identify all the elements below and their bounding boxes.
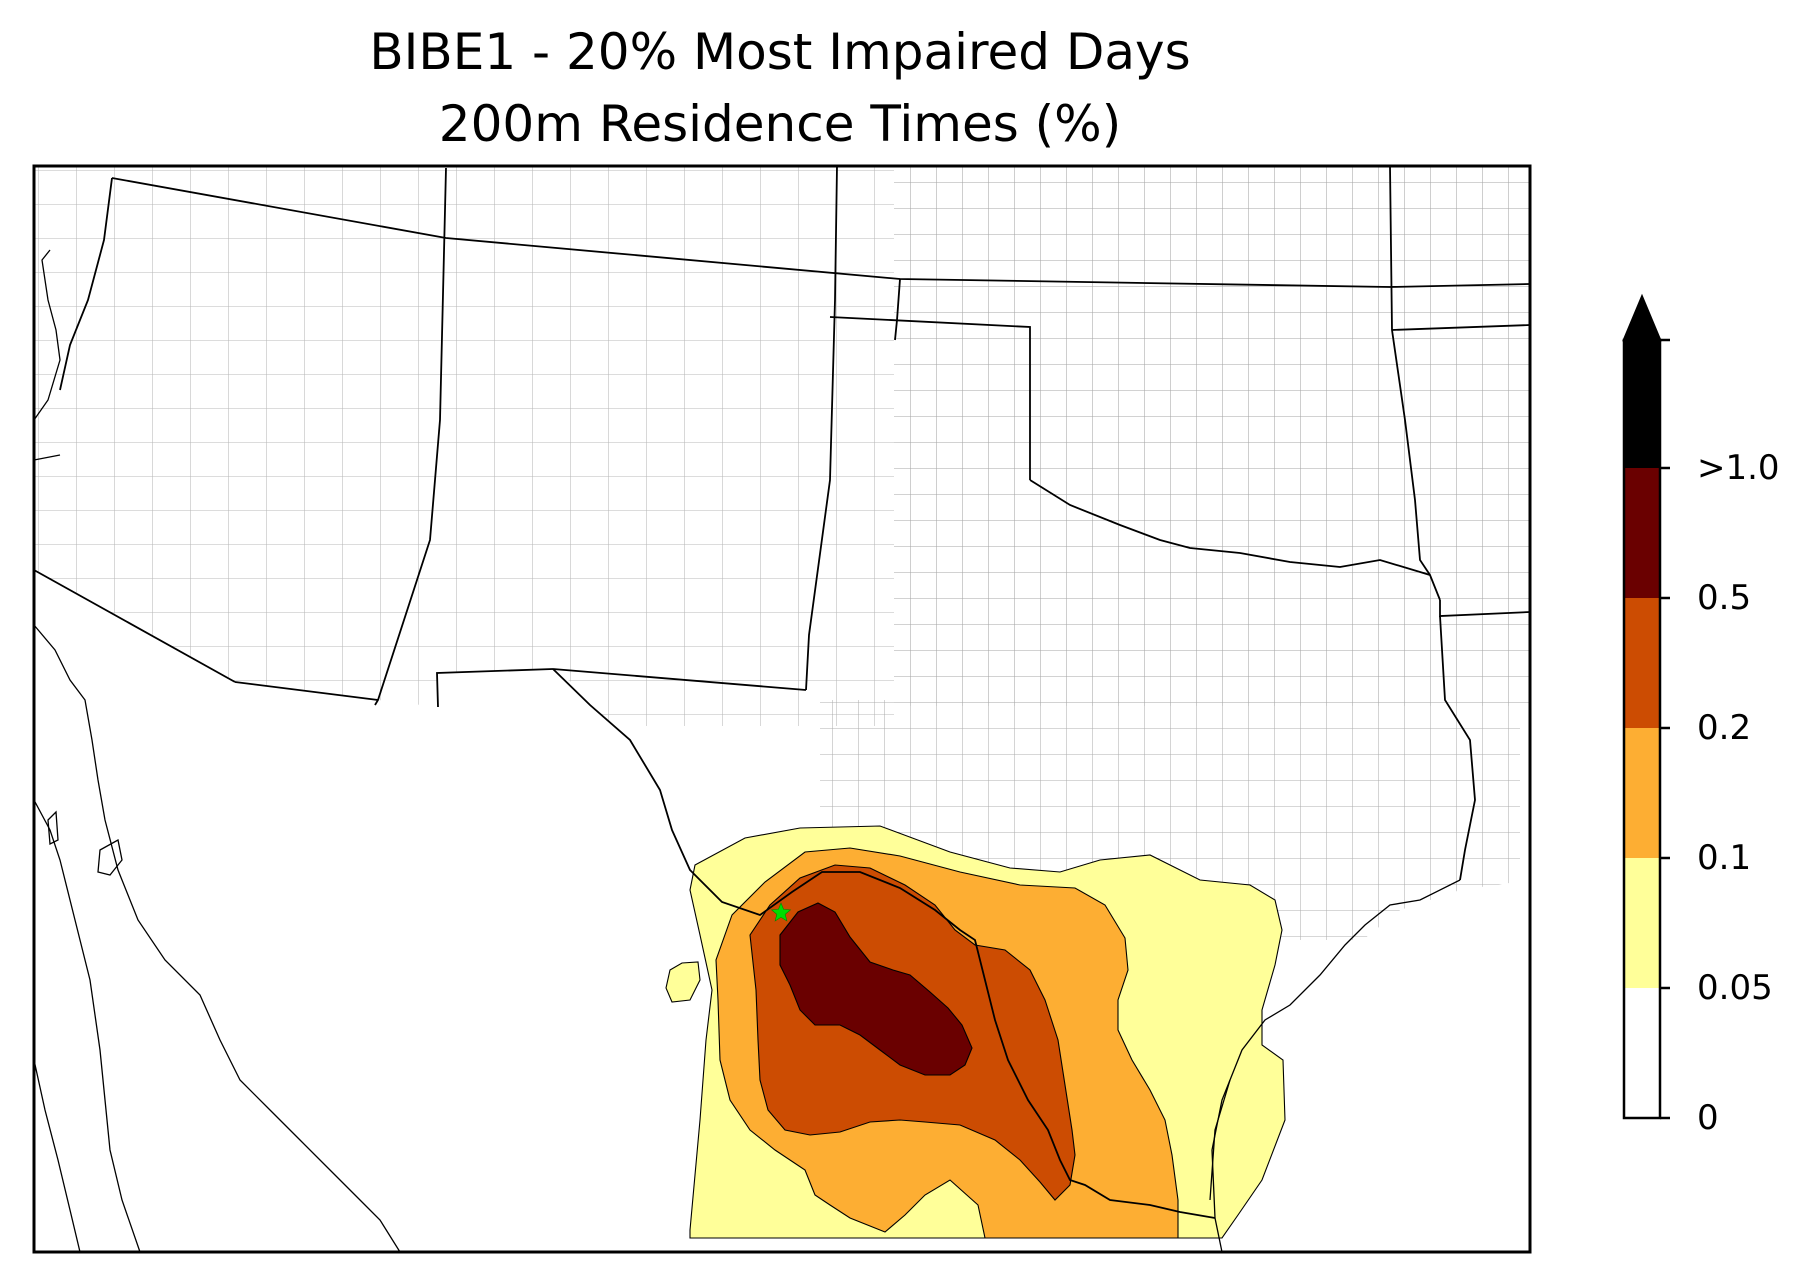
colorbar-tick-label: 0.05: [1697, 968, 1773, 1008]
colorbar-segment: [1624, 988, 1660, 1118]
contour-0.05-island: [665, 961, 701, 1003]
state-boundaries: [34, 166, 1530, 1219]
colorbar-extend-arrow: [1622, 293, 1662, 342]
colorbar: [1622, 293, 1670, 1120]
colorbar-segment: [1624, 468, 1660, 598]
residence-contours: [665, 825, 1286, 1239]
coastlines: [34, 249, 1461, 1252]
map-title-line-2: 200m Residence Times (%): [438, 95, 1122, 153]
colorbar-tick-label: 0.5: [1697, 578, 1752, 618]
colorbar-tick-label: 0: [1697, 1098, 1719, 1138]
map-title-line-1: BIBE1 - 20% Most Impaired Days: [369, 23, 1191, 81]
colorbar-tick-label: 0.1: [1697, 838, 1752, 878]
colorbar-segment: [1624, 340, 1660, 468]
site-marker-star: [770, 902, 792, 922]
colorbar-tick-label: >1.0: [1697, 448, 1780, 488]
colorbar-segment: [1624, 858, 1660, 988]
colorbar-segment: [1624, 598, 1660, 728]
colorbar-tick-label: 0.2: [1697, 708, 1752, 748]
contour-0.5: [779, 902, 973, 1076]
map-frame: [32, 164, 1532, 1254]
colorbar-segment: [1624, 728, 1660, 858]
